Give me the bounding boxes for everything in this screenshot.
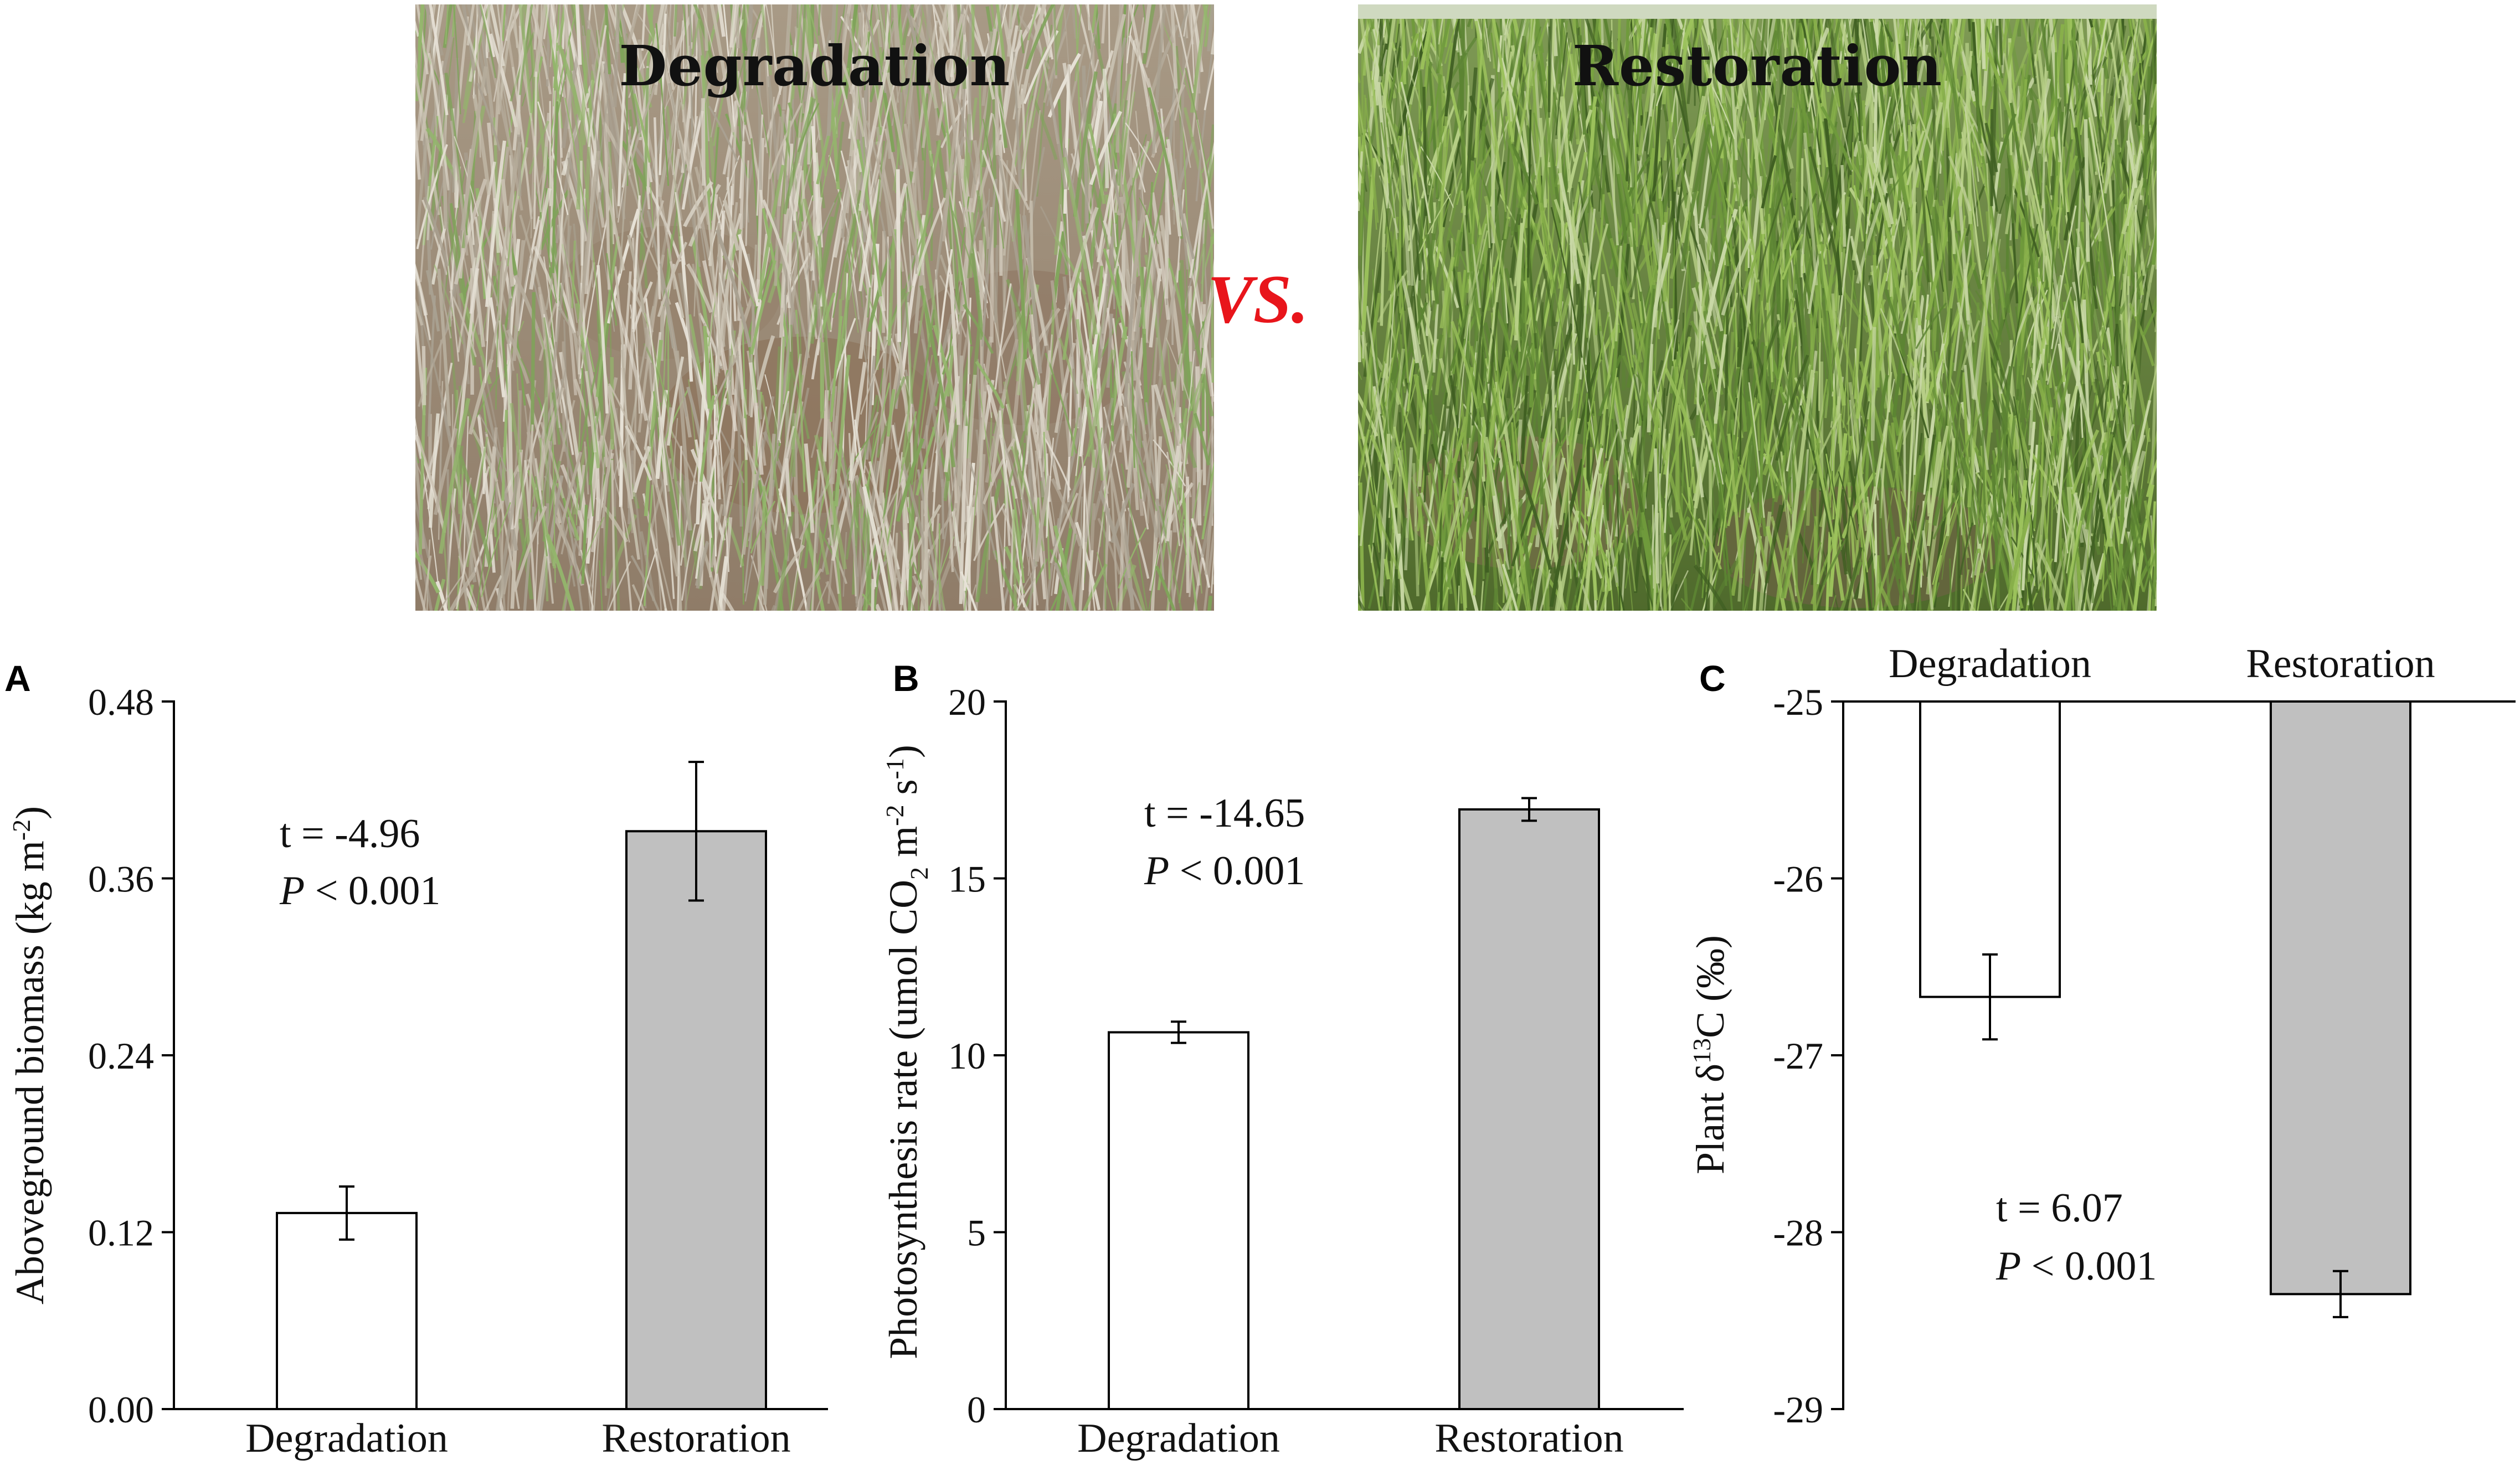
panel-a-t-stat: t = -4.96: [280, 811, 420, 857]
panel-b-x-label-degradation: Degradation: [1077, 1416, 1280, 1461]
panel-b-y-tick-label: 10: [948, 1035, 986, 1077]
panel-a-p-symbol: P: [279, 868, 305, 914]
panel-a-y-axis-title: Aboveground biomass (kg m-2): [7, 806, 52, 1304]
panel-c-y-tick-label: -25: [1773, 681, 1823, 723]
panel-b-y-axis-title-sup1: -2: [881, 805, 909, 826]
panel-b-y-axis-title-sub: 2: [905, 867, 933, 880]
panel-b-y-axis-title: Photosynthesis rate (umol CO2 m-2 s-1): [881, 745, 933, 1359]
panel-c-y-axis-title-tail: C (‰): [1688, 935, 1732, 1038]
panel-a-p-rest: < 0.001: [305, 868, 440, 914]
panel-b-y-axis-title-mid: m: [881, 826, 925, 867]
panel-a-error-bar-restoration: [688, 761, 704, 902]
panel-a-y-tick-label: 0.12: [88, 1212, 154, 1254]
panel-c-error-bar-restoration: [2333, 1270, 2348, 1318]
panel-a-letter: A: [4, 658, 31, 699]
panel-c-p-value: P < 0.001: [1996, 1244, 2157, 1289]
panel-b-y-tick-label: 20: [948, 681, 986, 723]
panel-a-error-bar-degradation: [339, 1185, 354, 1241]
panel-a-bar-restoration: [625, 830, 767, 1410]
panel-c-y-axis-title-sup: 13: [1688, 1038, 1716, 1064]
panel-b-p-rest: < 0.001: [1169, 848, 1305, 894]
panel-b-y-tick-label: 15: [948, 858, 986, 900]
restoration-photo-image: [1358, 4, 2157, 611]
panel-b-letter: B: [893, 658, 919, 699]
panel-a-bar-degradation: [276, 1211, 418, 1410]
panel-a-x-label-restoration: Restoration: [601, 1416, 790, 1461]
panel-a-y-tick-label: 0.24: [88, 1035, 154, 1077]
panel-c-y-axis-title: Plant δ13C (‰): [1688, 935, 1732, 1174]
restoration-photo: Restoration: [1358, 4, 2157, 611]
degradation-photo-label: Degradation: [619, 33, 1011, 99]
panel-b-p-symbol: P: [1144, 848, 1169, 894]
panel-a-x-label-degradation: Degradation: [245, 1416, 448, 1461]
versus-label: VS.: [1207, 261, 1309, 337]
panel-b: B 0 5 10 15 20 Degradation Restoration Photo…: [881, 658, 1684, 1461]
panel-b-y-axis-title-s: s: [881, 779, 925, 804]
panel-a: A 0.00 0.12 0.24 0.36 0.48 Degradation Resto…: [4, 658, 828, 1461]
panel-c-y-tick-label: -28: [1773, 1212, 1823, 1254]
panel-b-t-stat: t = -14.65: [1144, 791, 1305, 836]
panel-b-y-axis-title-main: Photosynthesis rate (umol CO: [881, 880, 925, 1359]
panel-c-bar-degradation: [1919, 700, 2061, 998]
panel-a-y-axis-title-main: Aboveground biomass (kg m: [8, 840, 52, 1304]
panel-c: C -25 -26 -27 -28 -29 Degradation Restoratio…: [1688, 641, 2516, 1431]
panel-c-y-axis-title-main: Plant δ: [1688, 1064, 1732, 1174]
panel-c-y-tick-label: -29: [1773, 1389, 1823, 1431]
panel-b-y-axis-title-sup2: -1: [881, 758, 909, 779]
panel-c-t-stat: t = 6.07: [1996, 1185, 2123, 1231]
panel-a-y-axis-title-tail: ): [8, 806, 52, 819]
panel-c-letter: C: [1699, 658, 1726, 699]
panel-c-y-tick-label: -27: [1773, 1035, 1823, 1077]
restoration-photo-label: Restoration: [1572, 33, 1942, 99]
panel-b-y-tick-label: 5: [967, 1212, 986, 1254]
panel-b-y-axis-title-tail: ): [881, 745, 925, 758]
panel-c-p-rest: < 0.001: [2021, 1244, 2157, 1289]
panel-b-p-value: P < 0.001: [1144, 848, 1305, 894]
panel-a-y-tick-label: 0.36: [88, 858, 154, 900]
panel-a-y-tick-label: 0.00: [88, 1389, 154, 1431]
panel-a-y-tick-label: 0.48: [88, 681, 154, 723]
panel-a-p-value: P < 0.001: [279, 868, 440, 914]
panel-b-y-tick-label: 0: [967, 1389, 986, 1431]
panel-c-x-label-restoration: Restoration: [2246, 641, 2435, 687]
degradation-photo-image: [415, 4, 1214, 611]
panel-b-error-bar-restoration: [1521, 797, 1537, 822]
panel-b-bar-degradation: [1108, 1031, 1249, 1410]
panel-c-bar-restoration: [2270, 700, 2411, 1296]
panel-c-y-tick-label: -26: [1773, 858, 1823, 900]
panel-c-p-symbol: P: [1996, 1244, 2021, 1289]
panel-b-error-bar-degradation: [1171, 1020, 1186, 1044]
panel-c-x-label-degradation: Degradation: [1889, 641, 2091, 687]
panel-c-error-bar-degradation: [1982, 953, 1998, 1041]
degradation-photo: Degradation: [415, 4, 1214, 611]
panel-b-bar-restoration: [1458, 808, 1600, 1410]
panel-a-y-axis-title-sup: -2: [7, 819, 35, 840]
panel-b-x-label-restoration: Restoration: [1434, 1416, 1623, 1461]
